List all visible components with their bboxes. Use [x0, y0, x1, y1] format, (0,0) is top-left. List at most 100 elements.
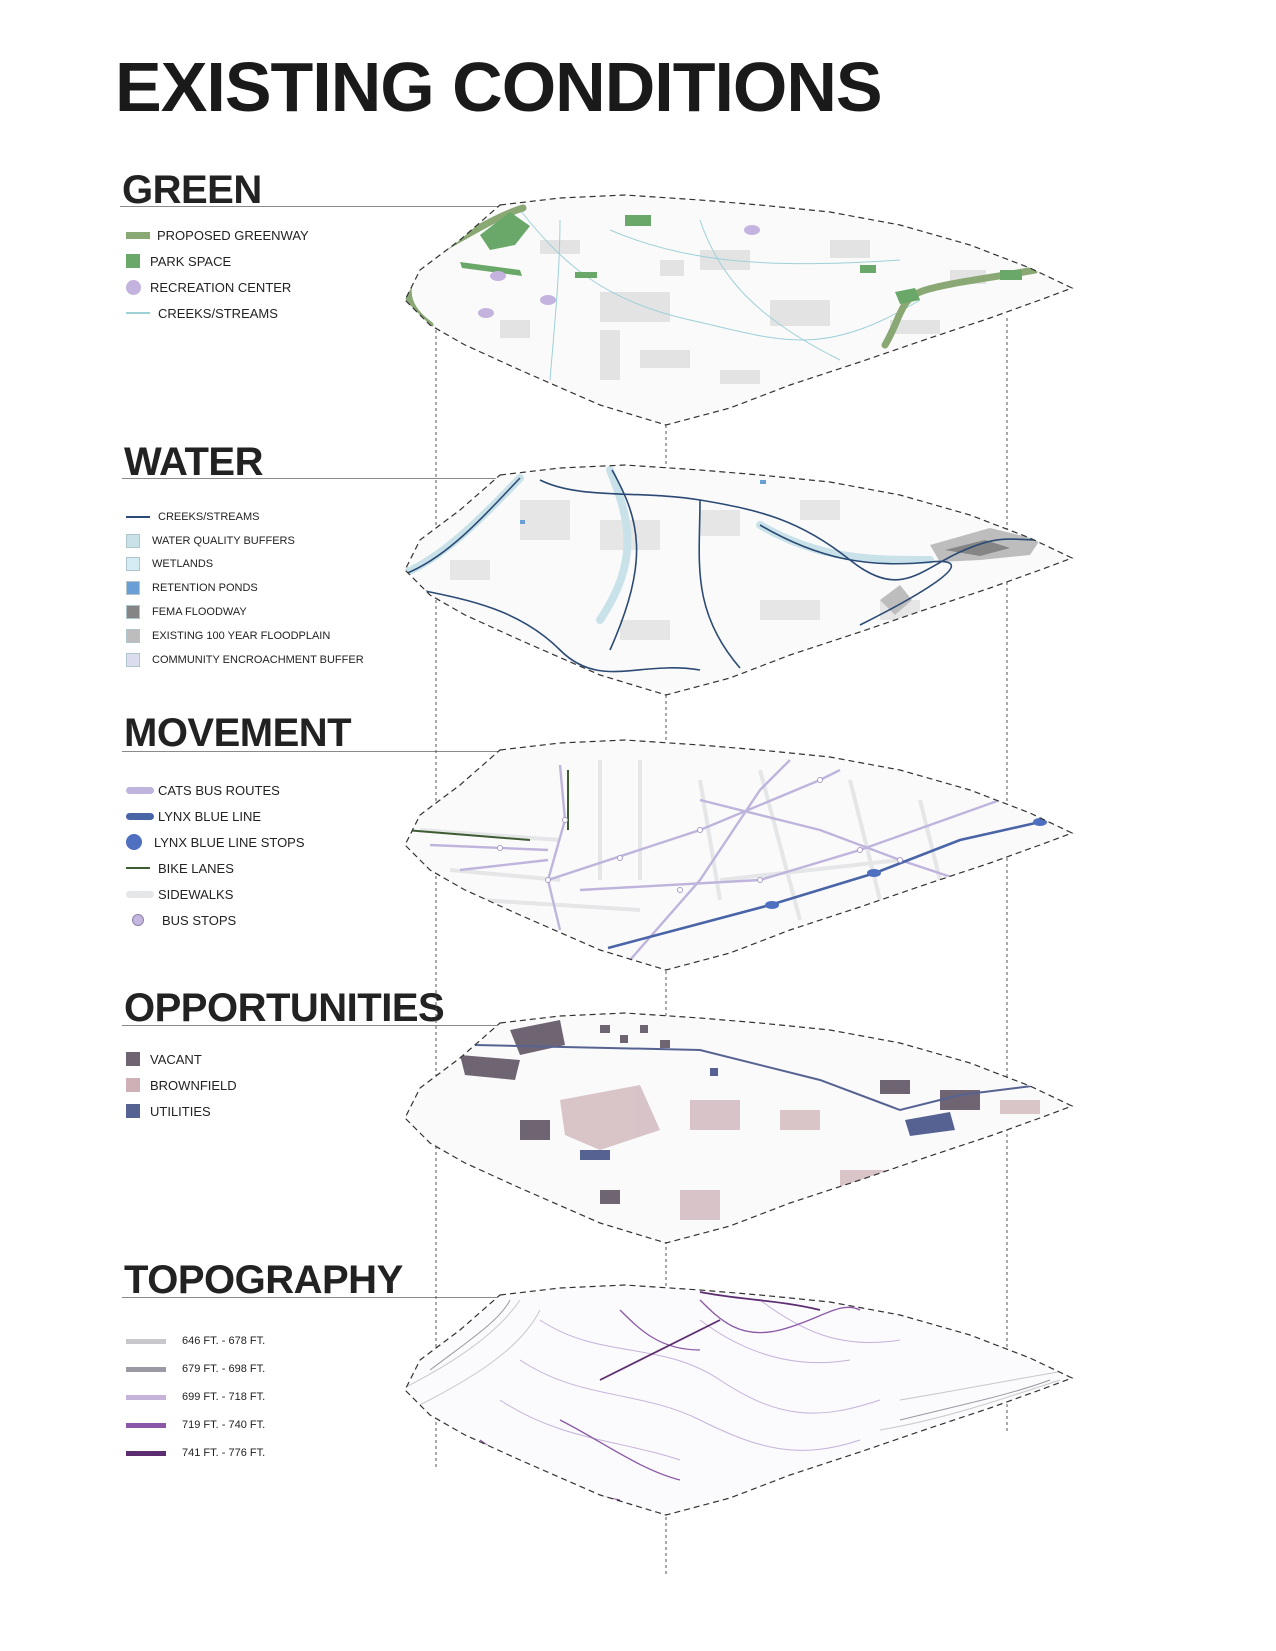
legend-swatch-square [126, 254, 140, 268]
legend-swatch-square [126, 1104, 140, 1118]
legend-green: PROPOSED GREENWAY PARK SPACE RECREATION CE… [126, 222, 309, 326]
page-title: EXISTING CONDITIONS [115, 48, 883, 126]
legend-swatch-square [126, 1078, 140, 1092]
retention-ponds [520, 480, 766, 524]
legend-label: LYNX BLUE LINE [158, 808, 262, 824]
legend-item: LYNX BLUE LINE STOPS [126, 829, 305, 855]
legend-item: BIKE LANES [126, 855, 305, 881]
legend-swatch-wide [126, 1450, 166, 1456]
legend-swatch-square [126, 533, 140, 548]
legend-label: UTILITIES [150, 1103, 211, 1119]
legend-item: CREEKS/STREAMS [126, 505, 364, 529]
legend-item: COMMUNITY ENCROACHMENT BUFFER [126, 648, 364, 672]
map-layer-topography [404, 1284, 1074, 1516]
legend-label: WATER QUALITY BUFFERS [152, 534, 295, 547]
map-layer-green [404, 194, 1074, 426]
legend-swatch-wide [126, 1338, 166, 1344]
legend-water: CREEKS/STREAMS WATER QUALITY BUFFERS WETLA… [126, 505, 364, 672]
legend-item: CREEKS/STREAMS [126, 300, 309, 326]
legend-label: EXISTING 100 YEAR FLOODPLAIN [152, 629, 331, 642]
legend-swatch-square [126, 1052, 140, 1066]
legend-label: CREEKS/STREAMS [158, 305, 278, 321]
legend-swatch-smallcircle [132, 914, 144, 926]
legend-label: CATS BUS ROUTES [158, 782, 280, 798]
legend-item: RETENTION PONDS [126, 576, 364, 600]
legend-item: PARK SPACE [126, 248, 309, 274]
legend-item: 719 FT. - 740 FT. [126, 1411, 265, 1439]
section-title-opportunities: OPPORTUNITIES [124, 986, 445, 1030]
map-layer-movement [404, 739, 1074, 971]
legend-item: 741 FT. - 776 FT. [126, 1439, 265, 1467]
creeks-streams [519, 209, 921, 381]
legend-swatch-line [126, 515, 150, 518]
legend-item: UTILITIES [126, 1098, 237, 1124]
legend-opportunities: VACANT BROWNFIELD UTILITIES [126, 1046, 237, 1124]
contours-679-698 [429, 1299, 1051, 1421]
legend-item: WATER QUALITY BUFFERS [126, 529, 364, 553]
legend-swatch-square [126, 652, 140, 667]
legend-label: BIKE LANES [158, 860, 234, 876]
legend-swatch-bigcircle [126, 834, 142, 850]
section-rule-topography [122, 1297, 502, 1298]
legend-label: 699 FT. - 718 FT. [182, 1391, 266, 1403]
legend-label: BUS STOPS [162, 912, 237, 928]
legend-label: RETENTION PONDS [152, 582, 258, 595]
legend-item: WETLANDS [126, 553, 364, 577]
sidewalks [419, 760, 942, 921]
legend-swatch-square [126, 581, 140, 596]
legend-movement: CATS BUS ROUTES LYNX BLUE LINE LYNX BLUE L… [126, 777, 305, 933]
cats-bus-routes [429, 759, 1001, 961]
map-layer-water [404, 464, 1074, 696]
section-rule-green [120, 206, 500, 207]
legend-item: LYNX BLUE LINE [126, 803, 305, 829]
legend-item: VACANT [126, 1046, 237, 1072]
legend-item: 699 FT. - 718 FT. [126, 1383, 265, 1411]
legend-item: EXISTING 100 YEAR FLOODPLAIN [126, 624, 364, 648]
legend-label: 741 FT. - 776 FT. [182, 1447, 266, 1459]
legend-item: BUS STOPS [126, 907, 305, 933]
legend-label: VACANT [150, 1051, 202, 1067]
legend-item: 679 FT. - 698 FT. [126, 1355, 265, 1383]
legend-label: BROWNFIELD [150, 1077, 237, 1093]
section-title-movement: MOVEMENT [124, 711, 352, 755]
legend-item: 646 FT. - 678 FT. [126, 1327, 265, 1355]
legend-swatch-line [126, 312, 150, 314]
legend-label: FEMA FLOODWAY [152, 606, 247, 619]
legend-swatch-wide [126, 1366, 166, 1372]
legend-swatch-wide [126, 1422, 166, 1428]
legend-swatch-circle [126, 279, 141, 295]
legend-swatch-square [126, 557, 140, 572]
legend-item: FEMA FLOODWAY [126, 600, 364, 624]
legend-label: COMMUNITY ENCROACHMENT BUFFER [152, 653, 364, 666]
creeks-streams [405, 469, 1041, 673]
connector-lines [435, 318, 1008, 1575]
section-title-water: WATER [124, 440, 263, 484]
section-rule-opportunities [122, 1025, 502, 1026]
legend-label: 719 FT. - 740 FT. [182, 1419, 266, 1431]
legend-label: PARK SPACE [150, 253, 232, 269]
building-footprints [500, 240, 986, 384]
recreation-centers [478, 225, 760, 318]
brownfield-parcels [560, 1085, 1040, 1220]
legend-item: PROPOSED GREENWAY [126, 222, 309, 248]
map-layer-opportunities [404, 1012, 1074, 1244]
legend-label: RECREATION CENTER [150, 279, 292, 295]
section-title-green: GREEN [122, 168, 262, 212]
contours-699-718 [499, 1299, 901, 1461]
legend-label: 646 FT. - 678 FT. [182, 1335, 266, 1347]
legend-swatch-line [126, 867, 150, 869]
legend-label: CREEKS/STREAMS [158, 510, 260, 523]
legend-label: LYNX BLUE LINE STOPS [154, 834, 305, 850]
legend-topography: 646 FT. - 678 FT. 679 FT. - 698 FT. 699 FT… [126, 1327, 265, 1467]
legend-label: SIDEWALKS [158, 886, 234, 902]
bus-stops [497, 777, 903, 893]
park-spaces [460, 212, 1022, 304]
legend-item: CATS BUS ROUTES [126, 777, 305, 803]
legend-swatch-square [126, 628, 140, 643]
legend-label: WETLANDS [152, 558, 214, 571]
legend-swatch-thickbar [126, 812, 154, 820]
legend-swatch-bar [126, 231, 150, 239]
legend-item: SIDEWALKS [126, 881, 305, 907]
legend-swatch-wide [126, 1394, 166, 1400]
